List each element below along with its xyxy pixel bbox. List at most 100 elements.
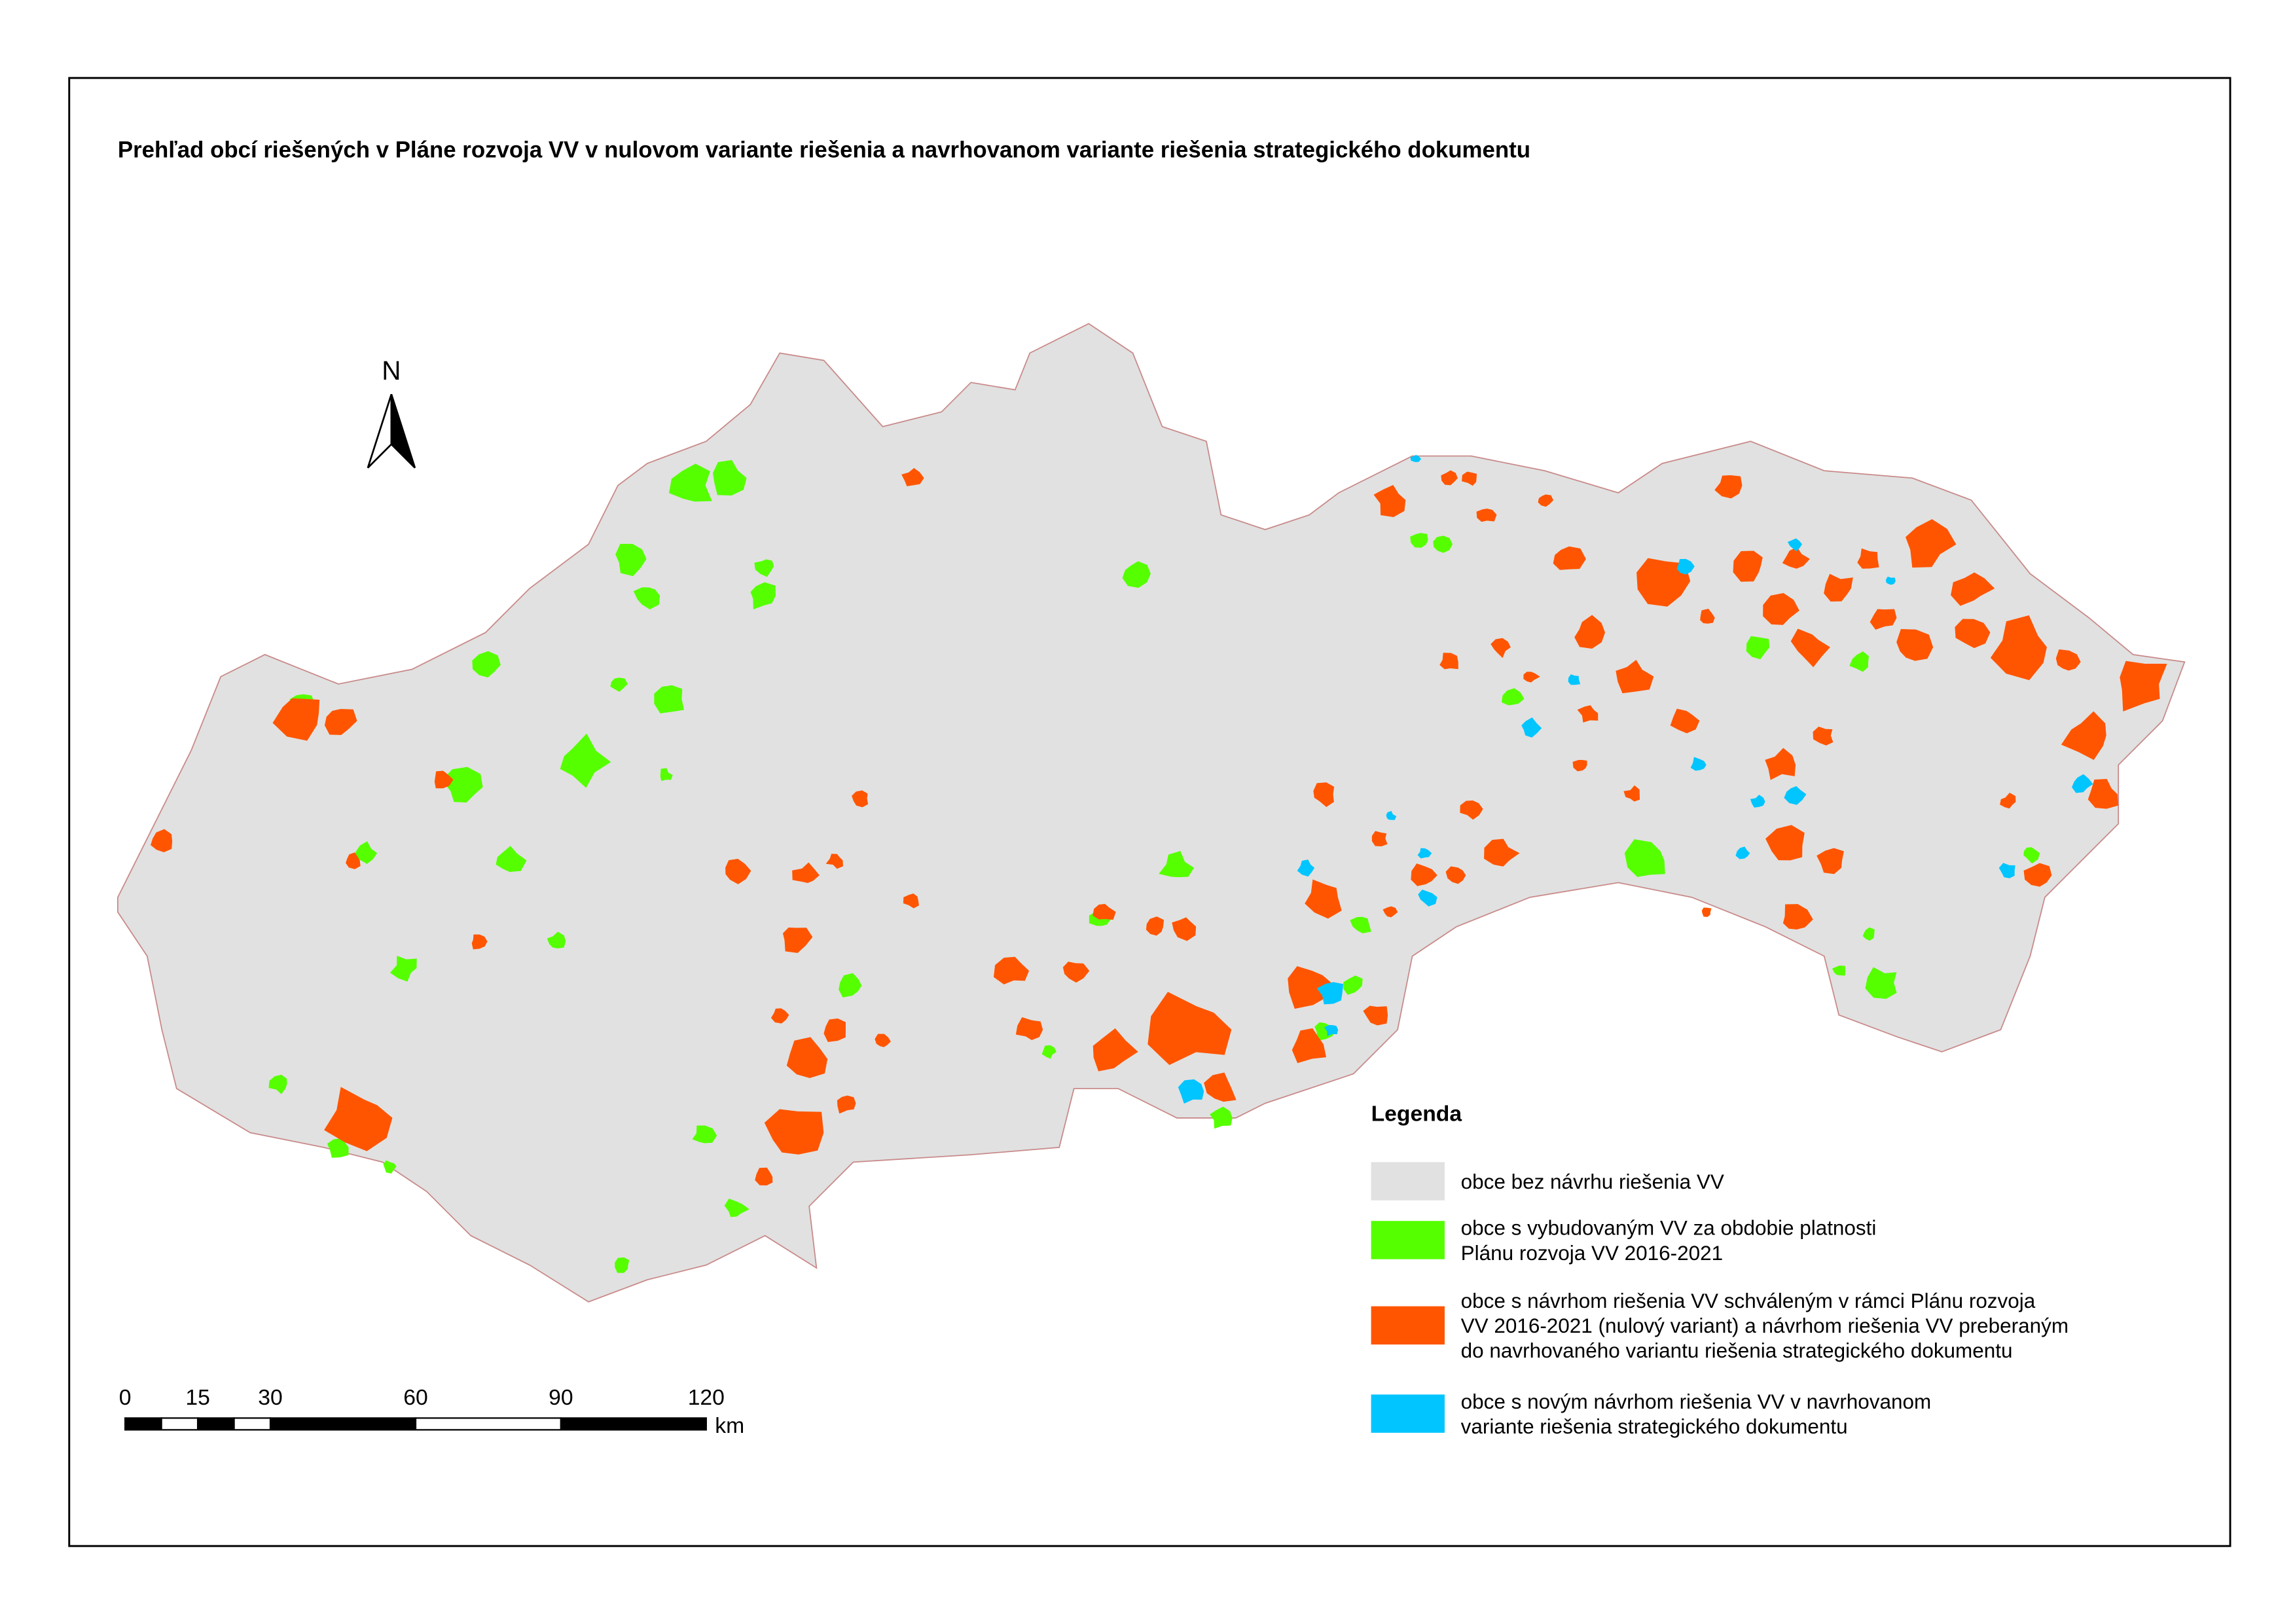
municipality-area [1951, 572, 1995, 606]
municipality-area [786, 1037, 828, 1078]
municipality-area [547, 931, 566, 948]
municipality-area [1122, 561, 1151, 588]
municipality-area [1813, 726, 1834, 746]
municipality-area [1501, 688, 1525, 706]
municipality-area [1955, 619, 1991, 649]
legend-label: do navrhovaného variantu riešenia strate… [1461, 1339, 2013, 1362]
municipality-area [1623, 785, 1640, 802]
municipality-area [471, 934, 488, 950]
municipality-area [1418, 889, 1437, 907]
municipality-area [1410, 533, 1428, 548]
municipality-area [1636, 558, 1691, 607]
municipality-area [1568, 674, 1581, 685]
legend-label: variante riešenia strategického dokument… [1461, 1415, 1848, 1438]
municipality-area [610, 677, 628, 692]
municipality-area [1324, 1025, 1339, 1037]
municipality-area [1763, 592, 1799, 625]
municipality-layer [151, 454, 2167, 1273]
municipality-area [1210, 1106, 1233, 1129]
municipality-area [1553, 546, 1586, 570]
municipality-area [389, 956, 417, 982]
municipality-area [1701, 907, 1712, 917]
municipality-area [1410, 454, 1422, 462]
municipality-area [272, 698, 320, 741]
municipality-area [1484, 839, 1520, 867]
legend-title: Legenda [1371, 1101, 1462, 1126]
municipality-area [1316, 982, 1344, 1005]
municipality-area [713, 460, 747, 496]
municipality-area [1445, 866, 1466, 884]
municipality-area [346, 852, 361, 869]
municipality-area [837, 1095, 856, 1114]
municipality-area [1857, 548, 1879, 569]
municipality-area [903, 893, 919, 909]
municipality-area [1862, 927, 1875, 941]
municipality-area [782, 928, 813, 953]
scale-segment [233, 1417, 272, 1431]
municipality-area [268, 1074, 287, 1094]
scale-unit: km [715, 1413, 744, 1438]
municipality-area [1577, 705, 1599, 723]
municipality-area [615, 543, 647, 577]
scale-segment [196, 1417, 235, 1431]
municipality-area [1700, 608, 1715, 624]
municipality-area [1714, 475, 1743, 499]
scale-segment [160, 1417, 199, 1431]
municipality-area [615, 1257, 630, 1273]
municipality-area [472, 651, 501, 678]
municipality-area [1417, 848, 1432, 859]
scale-segment [269, 1417, 417, 1431]
municipality-area [692, 1125, 717, 1144]
municipality-area [1616, 659, 1654, 694]
municipality-area [1297, 859, 1315, 877]
municipality-area [1172, 917, 1197, 941]
municipality-area [1782, 547, 1810, 569]
municipality-area [654, 685, 684, 713]
municipality-area [1411, 863, 1437, 886]
municipality-area [1690, 757, 1707, 771]
municipality-area [1670, 708, 1700, 734]
municipality-area [2087, 779, 2118, 809]
municipality-area [994, 956, 1030, 984]
legend-label: obce s návrhom riešenia VV schváleným v … [1461, 1290, 2036, 1312]
legend-label: obce s vybudovaným VV za obdobie platnos… [1461, 1217, 1877, 1240]
municipality-area [1439, 653, 1458, 670]
municipality-area [1765, 825, 1805, 861]
municipality-area [750, 582, 776, 609]
municipality-area [1441, 470, 1458, 486]
municipality-area [725, 859, 751, 884]
municipality-area [1870, 609, 1897, 630]
municipality-area [901, 468, 924, 486]
legend-swatch [1371, 1162, 1445, 1200]
municipality-area [324, 1087, 393, 1151]
scale-segment [560, 1417, 707, 1431]
municipality-area [1292, 1028, 1327, 1064]
municipality-area [1062, 962, 1090, 983]
municipality-area [1523, 672, 1540, 683]
municipality-area [1538, 494, 1554, 507]
legend-label: VV 2016-2021 (nulový variant) a návrhom … [1461, 1314, 2069, 1337]
north-label: N [382, 355, 401, 386]
legend-swatch [1371, 1394, 1445, 1433]
municipality-area [1313, 782, 1335, 807]
municipality-area [1093, 1028, 1138, 1072]
municipality-area [1906, 519, 1957, 568]
municipality-area [1460, 800, 1483, 820]
scale-segment [414, 1417, 562, 1431]
municipality-area [1146, 916, 1165, 936]
municipality-area [1363, 1005, 1388, 1026]
municipality-area [1733, 550, 1763, 582]
municipality-area [1462, 471, 1477, 486]
scale-label: 90 [549, 1385, 573, 1410]
municipality-area [1386, 810, 1397, 820]
municipality-area [2000, 793, 2016, 809]
municipality-area [1574, 615, 1606, 649]
municipality-area [1305, 879, 1342, 919]
municipality-area [1832, 965, 1846, 976]
municipality-area [1015, 1017, 1043, 1041]
municipality-area [852, 790, 869, 808]
municipality-area [825, 854, 843, 869]
municipality-area [839, 973, 862, 998]
municipality-area [1765, 748, 1796, 780]
municipality-area [1998, 863, 2015, 878]
